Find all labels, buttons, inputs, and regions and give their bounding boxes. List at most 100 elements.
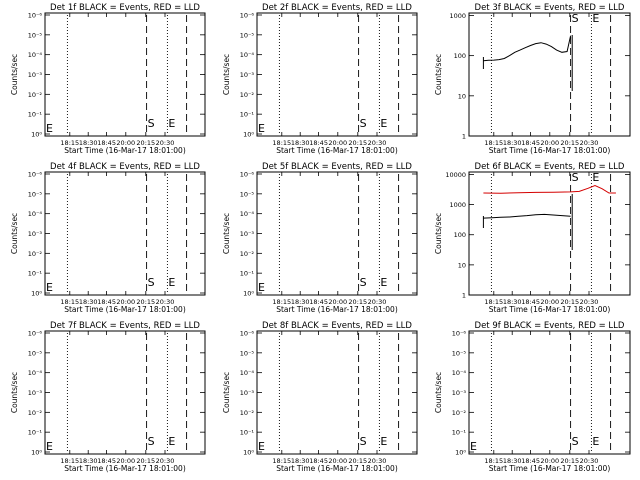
x-tick-label: 18:30	[291, 457, 310, 465]
x-axis-label: Start Time (16-Mar-17 18:01:00)	[489, 146, 611, 155]
plot-frame	[468, 12, 631, 137]
x-tick-label: 18:45	[97, 298, 116, 306]
y-tick-label: 10	[458, 261, 466, 269]
marker-s: S	[360, 276, 367, 289]
plot-frame	[44, 330, 206, 455]
panel-title: Det 9f BLACK = Events, RED = LLD	[475, 321, 625, 331]
x-tick-label: 20:15	[348, 457, 367, 465]
x-tick-label: 18:45	[521, 139, 540, 147]
y-tick-label: 10⁻⁶	[240, 171, 255, 179]
panel-title: Det 1f BLACK = Events, RED = LLD	[50, 3, 200, 13]
x-tick-label: 18:15	[60, 298, 79, 306]
x-tick-label: 18:15	[272, 139, 291, 147]
panel-title: Det 3f BLACK = Events, RED = LLD	[475, 3, 625, 13]
y-tick-label: 10⁻¹	[452, 429, 467, 437]
marker-e: E	[380, 117, 387, 130]
x-tick-label: 20:00	[540, 457, 559, 465]
y-tick-label: 10⁻³	[28, 230, 43, 238]
marker-e: E	[470, 440, 477, 453]
x-tick-label: 20:00	[328, 298, 347, 306]
y-tick-label: 10⁻³	[240, 71, 255, 79]
x-tick-label: 20:15	[348, 139, 367, 147]
x-axis-label: Start Time (16-Mar-17 18:01:00)	[276, 464, 398, 473]
marker-e: E	[258, 122, 265, 135]
x-tick-label: 20:30	[156, 457, 175, 465]
x-tick-label: 18:45	[97, 139, 116, 147]
plot-frame	[468, 171, 631, 296]
panel-title: Det 6f BLACK = Events, RED = LLD	[475, 162, 625, 172]
y-tick-label: 10⁻⁴	[28, 210, 43, 218]
x-tick-label: 20:15	[136, 139, 155, 147]
x-axis-label: Start Time (16-Mar-17 18:01:00)	[489, 464, 611, 473]
y-tick-label: 10⁻⁶	[28, 171, 43, 179]
y-tick-label: 10⁻³	[28, 71, 43, 79]
y-tick-label: 10⁻⁶	[28, 330, 43, 338]
x-tick-label: 20:15	[560, 457, 579, 465]
y-tick-label: 1000	[449, 12, 466, 20]
x-tick-label: 20:15	[560, 298, 579, 306]
plot-frame	[256, 171, 418, 296]
y-tick-label: 10⁰	[455, 449, 466, 457]
y-tick-label: 10⁻²	[28, 409, 43, 417]
x-axis-label: Start Time (16-Mar-17 18:01:00)	[64, 146, 186, 155]
y-axis-label: Counts/sec	[222, 213, 231, 254]
x-tick-label: 20:15	[348, 298, 367, 306]
x-tick-label: 18:15	[272, 298, 291, 306]
y-tick-label: 10⁻¹	[28, 429, 43, 437]
y-tick-label: 10⁻⁴	[240, 210, 255, 218]
y-tick-label: 10⁻³	[452, 389, 467, 397]
x-tick-label: 20:15	[560, 139, 579, 147]
x-tick-label: 18:30	[79, 139, 98, 147]
y-axis-label: Counts/sec	[222, 54, 231, 95]
x-tick-label: 18:30	[503, 139, 522, 147]
y-tick-label: 10⁻⁴	[452, 369, 467, 377]
x-tick-label: 20:15	[136, 298, 155, 306]
x-tick-label: 20:00	[116, 457, 135, 465]
y-tick-label: 1	[462, 292, 466, 300]
y-tick-label: 10⁻⁵	[240, 190, 255, 198]
y-tick-label: 1000	[449, 201, 466, 209]
x-tick-label: 18:15	[484, 139, 503, 147]
marker-e: E	[46, 281, 53, 294]
marker-e: E	[46, 122, 53, 135]
marker-e: E	[592, 435, 599, 448]
x-tick-label: 20:00	[116, 298, 135, 306]
marker-s: S	[572, 435, 579, 448]
x-axis-label: Start Time (16-Mar-17 18:01:00)	[64, 305, 186, 314]
marker-e: E	[380, 276, 387, 289]
marker-s: S	[572, 12, 579, 25]
marker-e: E	[592, 12, 599, 25]
y-tick-label: 10⁻⁵	[240, 31, 255, 39]
x-tick-label: 18:45	[97, 457, 116, 465]
x-tick-label: 18:15	[60, 457, 79, 465]
x-tick-label: 20:00	[540, 139, 559, 147]
y-tick-label: 10	[458, 92, 466, 100]
x-tick-label: 20:30	[580, 139, 599, 147]
y-tick-label: 10⁻⁴	[240, 51, 255, 59]
x-tick-label: 18:15	[484, 298, 503, 306]
x-tick-label: 18:30	[503, 457, 522, 465]
x-tick-label: 20:30	[368, 139, 387, 147]
y-tick-label: 10⁻²	[240, 250, 255, 258]
y-tick-label: 10000	[445, 171, 466, 179]
marker-s: S	[360, 435, 367, 448]
x-tick-label: 18:45	[521, 298, 540, 306]
marker-s: S	[360, 117, 367, 130]
x-tick-label: 18:15	[484, 457, 503, 465]
y-tick-label: 10⁻²	[28, 250, 43, 258]
x-tick-label: 20:00	[328, 139, 347, 147]
panel-title: Det 4f BLACK = Events, RED = LLD	[50, 162, 200, 172]
panel-title: Det 2f BLACK = Events, RED = LLD	[262, 3, 412, 13]
marker-s: S	[148, 435, 155, 448]
y-tick-label: 100	[454, 231, 466, 239]
x-tick-label: 20:30	[580, 457, 599, 465]
x-axis-label: Start Time (16-Mar-17 18:01:00)	[276, 146, 398, 155]
y-tick-label: 10⁻¹	[240, 111, 255, 119]
y-tick-label: 10⁻⁶	[28, 12, 43, 20]
x-tick-label: 18:15	[272, 457, 291, 465]
